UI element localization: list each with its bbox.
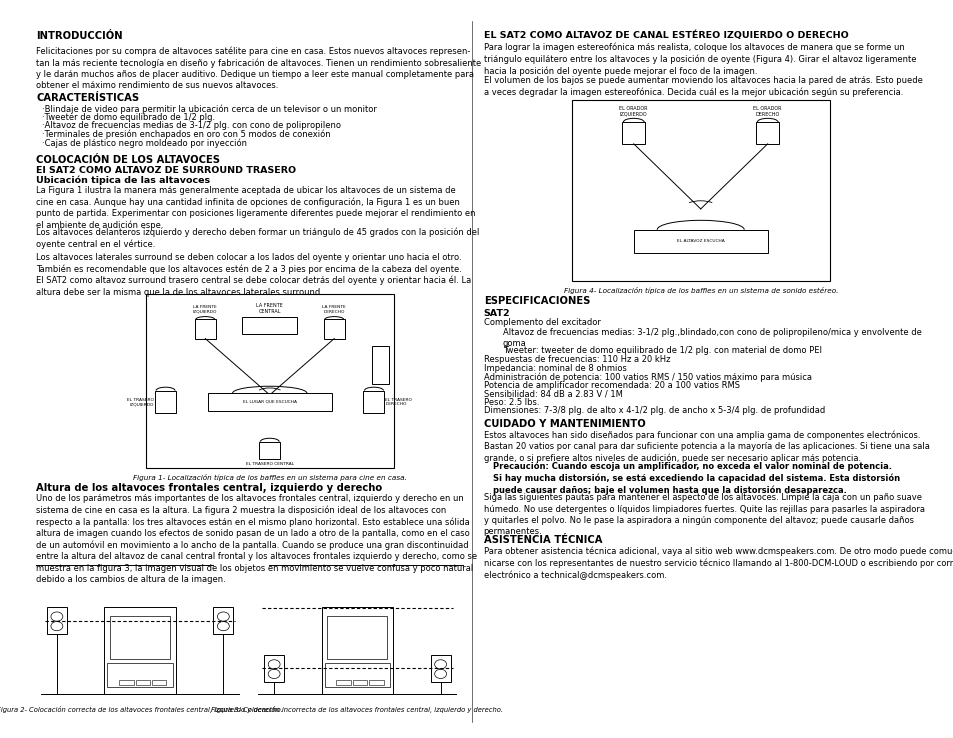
Text: Dimensiones: 7-3/8 plg. de alto x 4-1/2 plg. de ancho x 5-3/4 plg. de profundida: Dimensiones: 7-3/8 plg. de alto x 4-1/2 … — [483, 406, 824, 415]
Text: Respuestas de frecuencias: 110 Hz a 20 kHz: Respuestas de frecuencias: 110 Hz a 20 k… — [483, 355, 669, 364]
Text: INTRODUCCIÓN: INTRODUCCIÓN — [36, 31, 123, 41]
Text: Estos altavoces han sido diseñados para funcionar con una amplia gama de compone: Estos altavoces han sido diseñados para … — [483, 430, 928, 463]
Text: Impedancia: nominal de 8 ohmios: Impedancia: nominal de 8 ohmios — [483, 364, 626, 373]
Bar — [47, 607, 67, 634]
Text: Uno de los parámetros más importantes de los altavoces frontales central, izquie: Uno de los parámetros más importantes de… — [36, 494, 476, 584]
Text: COLOCACIÓN DE LOS ALTAVOCES: COLOCACIÓN DE LOS ALTAVOCES — [36, 155, 220, 165]
Text: ·Terminales de presión enchapados en oro con 5 modos de conexión: ·Terminales de presión enchapados en oro… — [42, 130, 331, 139]
Bar — [321, 607, 393, 694]
Bar — [372, 346, 389, 384]
Text: Felicitaciones por su compra de altavoces satélite para cine en casa. Estos nuev: Felicitaciones por su compra de altavoce… — [36, 46, 481, 90]
Text: SAT2: SAT2 — [483, 308, 510, 317]
Text: Altura de los altavoces frontales central, izquierdo y derecho: Altura de los altavoces frontales centra… — [36, 483, 382, 492]
Bar — [430, 655, 450, 682]
Text: Figura 3- Colocación incorrecta de los altavoces frontales central, izquierdo y : Figura 3- Colocación incorrecta de los a… — [212, 706, 503, 713]
Text: Para lograr la imagen estereofónica más realista, coloque los altavoces de maner: Para lograr la imagen estereofónica más … — [483, 43, 915, 76]
Bar — [363, 390, 384, 413]
Text: EL TRASERO CENTRAL: EL TRASERO CENTRAL — [246, 461, 294, 466]
Circle shape — [268, 660, 280, 669]
Bar — [264, 655, 284, 682]
Text: Siga las siguientes pautas para mantener el aspecto de los altavoces. Limpie la : Siga las siguientes pautas para mantener… — [483, 494, 923, 537]
Bar — [208, 393, 332, 410]
Text: EL ORADOR
IZQUIERDO: EL ORADOR IZQUIERDO — [618, 106, 647, 117]
Text: La Figura 1 ilustra la manera más generalmente aceptada de ubicar los altavoces : La Figura 1 ilustra la manera más genera… — [36, 186, 476, 230]
Circle shape — [435, 669, 446, 678]
Text: ESPECIFICACIONES: ESPECIFICACIONES — [483, 296, 590, 306]
Bar — [353, 680, 367, 685]
Text: LA FRENTE
CENTRAL: LA FRENTE CENTRAL — [256, 303, 283, 314]
Bar — [135, 680, 150, 685]
Text: Ubicación tipica de las altavoces: Ubicación tipica de las altavoces — [36, 176, 211, 185]
Text: Precaución: Cuando escoja un amplificador, no exceda el valor nominal de potenci: Precaución: Cuando escoja un amplificado… — [493, 462, 900, 495]
Text: ·Cajas de plástico negro moldeado por inyección: ·Cajas de plástico negro moldeado por in… — [42, 139, 247, 148]
Bar — [259, 442, 280, 459]
Text: EL TRASERO
DERECHO: EL TRASERO DERECHO — [385, 398, 412, 406]
Circle shape — [435, 660, 446, 669]
Text: Complemento del excitador: Complemento del excitador — [483, 318, 600, 327]
Bar — [146, 294, 394, 468]
Text: Figura 2- Colocación correcta de los altavoces frontales central, izquierdo y de: Figura 2- Colocación correcta de los alt… — [0, 706, 283, 713]
Bar — [369, 680, 383, 685]
Text: ·Tweeter de domo equilibrado de 1/2 plg.: ·Tweeter de domo equilibrado de 1/2 plg. — [42, 113, 214, 122]
Text: ASISTENCIA TÉCNICA: ASISTENCIA TÉCNICA — [483, 535, 601, 545]
Bar — [621, 123, 644, 144]
Text: LA FRENTE
IZQUIERDO: LA FRENTE IZQUIERDO — [193, 305, 217, 314]
Text: El SAT2 COMO ALTAVOZ DE SURROUND TRASERO: El SAT2 COMO ALTAVOZ DE SURROUND TRASERO — [36, 165, 296, 175]
Bar — [110, 615, 170, 659]
Text: EL ALTAVOZ ESCUCHA: EL ALTAVOZ ESCUCHA — [676, 239, 724, 244]
Circle shape — [268, 669, 280, 678]
Bar — [154, 390, 176, 413]
Text: ·Blindaje de video para permitir la ubicación cerca de un televisor o un monitor: ·Blindaje de video para permitir la ubic… — [42, 105, 376, 114]
Text: CUIDADO Y MANTENIMIENTO: CUIDADO Y MANTENIMIENTO — [483, 418, 645, 429]
Text: CARACTERÍSTICAS: CARACTERÍSTICAS — [36, 93, 139, 103]
Bar — [633, 230, 767, 253]
Bar — [213, 607, 233, 634]
Text: LA FRENTE
DERECHO: LA FRENTE DERECHO — [322, 305, 346, 314]
Bar — [756, 123, 779, 144]
Bar — [323, 320, 344, 339]
Text: ·Altavoz de frecuencias medias de 3-1/2 plg. con cono de polipropileno: ·Altavoz de frecuencias medias de 3-1/2 … — [42, 122, 340, 131]
Bar — [242, 317, 296, 334]
Text: Tweeter: tweeter de domo equilibrado de 1/2 plg. con material de domo PEI: Tweeter: tweeter de domo equilibrado de … — [502, 345, 821, 354]
Text: Potencia de amplificador recomendada: 20 a 100 vatios RMS: Potencia de amplificador recomendada: 20… — [483, 381, 739, 390]
Bar — [194, 320, 215, 339]
Text: Para obtener asistencia técnica adicional, vaya al sitio web www.dcmspeakers.com: Para obtener asistencia técnica adiciona… — [483, 547, 953, 580]
Text: EL TRASERO
IZQUIERDO: EL TRASERO IZQUIERDO — [127, 398, 154, 406]
Text: Figura 4- Localización típica de los baffles en un sistema de sonido estéreo.: Figura 4- Localización típica de los baf… — [563, 287, 837, 294]
Bar — [152, 680, 166, 685]
Circle shape — [217, 621, 229, 631]
Text: Sensibilidad: 84 dB a 2.83 V / 1M: Sensibilidad: 84 dB a 2.83 V / 1M — [483, 389, 622, 398]
Bar — [327, 615, 387, 659]
Text: EL LUGAR QUE ESCUCHA: EL LUGAR QUE ESCUCHA — [242, 400, 296, 404]
Bar — [107, 663, 172, 687]
Bar — [104, 607, 175, 694]
Text: EL SAT2 COMO ALTAVOZ DE CANAL ESTÉREO IZQUIERDO O DERECHO: EL SAT2 COMO ALTAVOZ DE CANAL ESTÉREO IZ… — [483, 31, 847, 41]
Text: Figura 1- Localización típica de los baffles en un sistema para cine en casa.: Figura 1- Localización típica de los baf… — [132, 474, 406, 480]
Circle shape — [51, 621, 63, 631]
Circle shape — [217, 612, 229, 621]
Text: Peso: 2.5 lbs.: Peso: 2.5 lbs. — [483, 398, 538, 407]
Bar — [119, 680, 133, 685]
Text: Los altavoces delanteros izquierdo y derecho deben formar un triángulo de 45 gra: Los altavoces delanteros izquierdo y der… — [36, 228, 479, 249]
Text: EL ORADOR
DERECHO: EL ORADOR DERECHO — [753, 106, 781, 117]
Text: Los altavoces laterales surround se deben colocar a los lados del oyente y orien: Los altavoces laterales surround se debe… — [36, 252, 471, 297]
Circle shape — [51, 612, 63, 621]
Bar — [336, 680, 351, 685]
Text: Administración de potencia: 100 vatios RMS / 150 vatios máximo para música: Administración de potencia: 100 vatios R… — [483, 372, 811, 382]
Bar — [571, 100, 828, 281]
Text: El volumen de los bajos se puede aumentar moviendo los altavoces hacia la pared : El volumen de los bajos se puede aumenta… — [483, 76, 922, 97]
Text: Altavoz de frecuencias medias: 3-1/2 plg.,blindado,con cono de polipropileno/mic: Altavoz de frecuencias medias: 3-1/2 plg… — [502, 328, 921, 348]
Bar — [324, 663, 390, 687]
